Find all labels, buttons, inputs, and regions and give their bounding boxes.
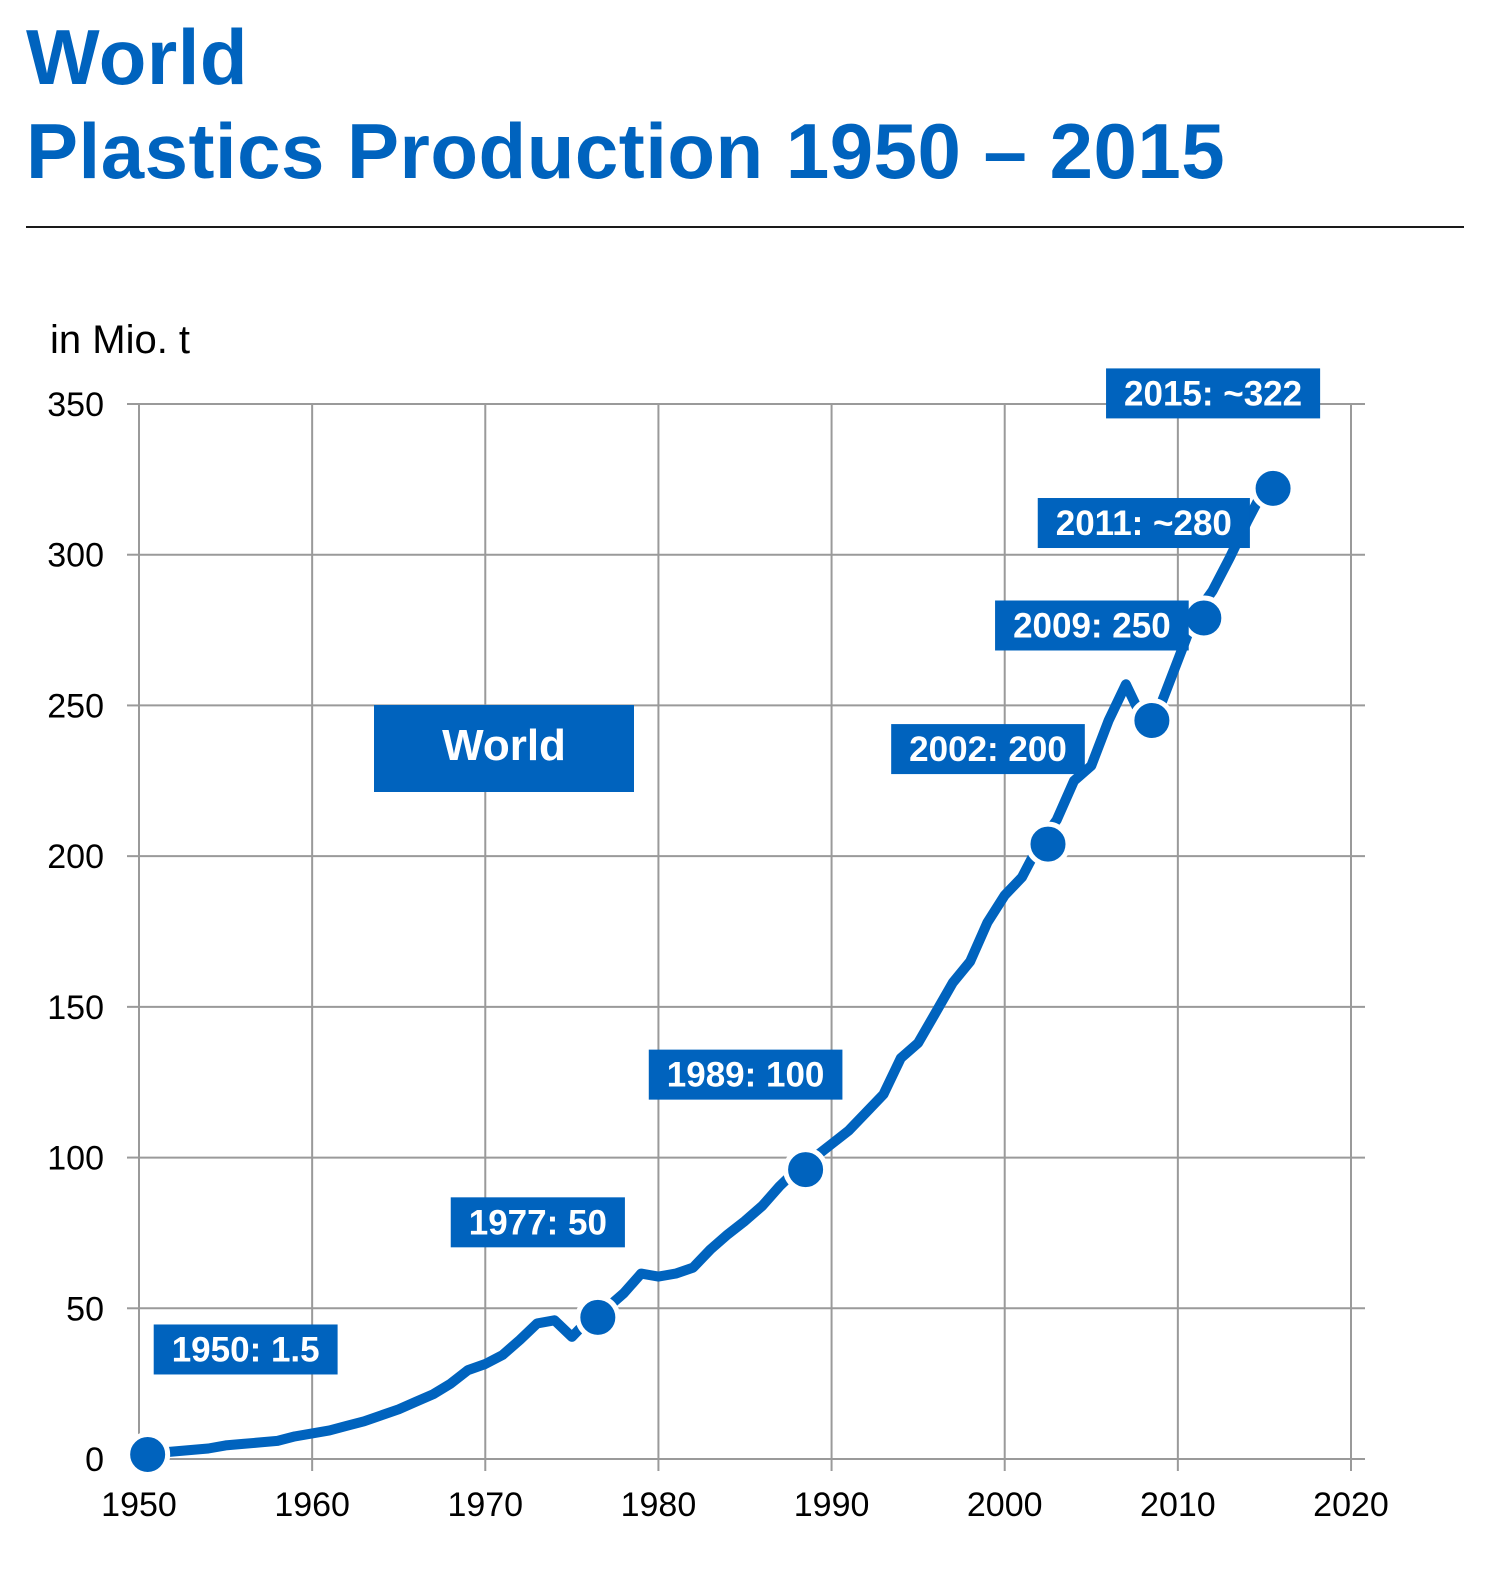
series-world <box>134 483 1270 1460</box>
title-divider <box>26 226 1464 228</box>
x-tick-label-1980: 1980 <box>621 1486 697 1524</box>
data-callouts: 1950: 1.5 1977: 50 1989: 100 2002: 200 2009:… <box>153 368 1321 1375</box>
y-tick-label-200: 200 <box>47 838 104 876</box>
legend-box-background <box>374 705 634 792</box>
callout-box-2 <box>648 1049 843 1100</box>
data-point-marker-6 <box>1250 465 1296 511</box>
x-tick-label-1950: 1950 <box>101 1486 177 1524</box>
callout-1: 1977: 50 <box>450 1197 625 1248</box>
chart-grid <box>127 403 1365 1471</box>
x-tick-label-2000: 2000 <box>967 1486 1043 1524</box>
callout-box-3 <box>891 724 1085 775</box>
y-tick-label-150: 150 <box>47 989 104 1027</box>
data-point-marker-1 <box>575 1294 621 1340</box>
data-markers <box>125 465 1296 1477</box>
callout-box-6 <box>1106 368 1321 419</box>
callout-label-4: 2009: 250 <box>1013 607 1171 646</box>
legend-box: World <box>374 705 634 792</box>
title-line-1: World <box>26 13 249 101</box>
callout-3: 2002: 200 <box>891 724 1085 775</box>
callout-2: 1989: 100 <box>648 1049 843 1100</box>
callout-box-1 <box>450 1197 625 1248</box>
y-tick-label-250: 250 <box>47 687 104 725</box>
callout-0: 1950: 1.5 <box>153 1324 338 1375</box>
callout-box-5 <box>1037 498 1250 549</box>
callout-label-1: 1977: 50 <box>469 1203 607 1242</box>
callout-box-0 <box>153 1324 338 1375</box>
series-line-world <box>134 483 1270 1460</box>
callout-label-6: 2015: ~322 <box>1124 374 1302 413</box>
y-tick-label-50: 50 <box>66 1290 104 1328</box>
callout-label-0: 1950: 1.5 <box>172 1330 320 1369</box>
legend-box-label: World <box>442 721 566 770</box>
x-tick-label-1990: 1990 <box>794 1486 870 1524</box>
callout-4: 2009: 250 <box>995 600 1189 651</box>
chart-title: World Plastics Production 1950 – 2015 <box>26 10 1225 198</box>
callout-label-2: 1989: 100 <box>667 1056 825 1095</box>
data-point-marker-5 <box>1181 595 1227 641</box>
callout-label-5: 2011: ~280 <box>1056 504 1232 543</box>
y-axis-ticks: 0 50 100 150 200 250 300 350 <box>47 386 104 1479</box>
data-point-marker-2 <box>783 1147 829 1193</box>
y-tick-label-300: 300 <box>47 537 104 575</box>
x-tick-label-2010: 2010 <box>1140 1486 1216 1524</box>
x-tick-label-1960: 1960 <box>274 1486 350 1524</box>
y-tick-label-0: 0 <box>85 1441 104 1479</box>
callout-5: 2011: ~280 <box>1037 498 1250 549</box>
y-axis-unit-label: in Mio. t <box>50 318 191 362</box>
y-tick-label-100: 100 <box>47 1140 104 1178</box>
callout-6: 2015: ~322 <box>1106 368 1321 419</box>
x-tick-label-2020: 2020 <box>1313 1486 1389 1524</box>
x-tick-label-1970: 1970 <box>447 1486 523 1524</box>
callout-label-3: 2002: 200 <box>909 730 1067 769</box>
title-line-2: Plastics Production 1950 – 2015 <box>26 107 1226 195</box>
callout-box-4 <box>995 600 1189 651</box>
x-axis-ticks: 1950 1960 1970 1980 1990 2000 2010 2020 <box>101 1486 1389 1524</box>
y-tick-label-350: 350 <box>47 386 104 424</box>
data-point-marker-0 <box>125 1431 171 1477</box>
data-point-marker-3 <box>1025 821 1071 867</box>
data-point-marker-4 <box>1129 698 1175 743</box>
